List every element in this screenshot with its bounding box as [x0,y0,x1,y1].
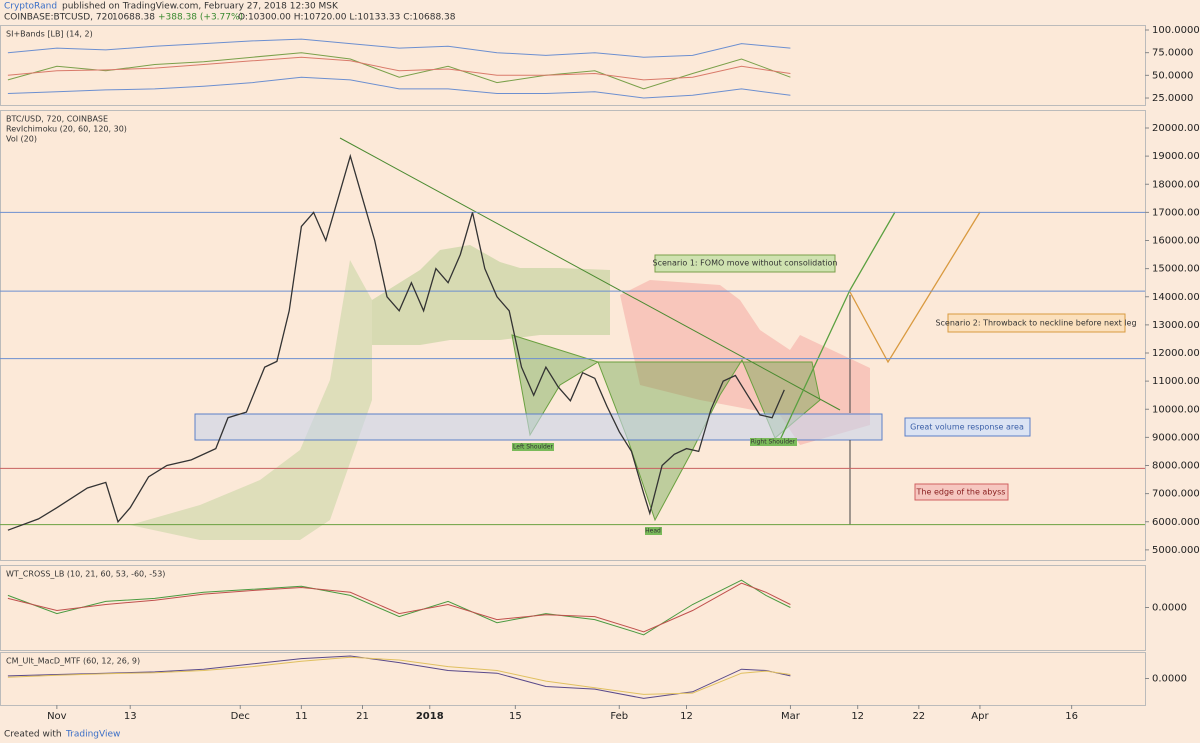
x-tick-label: Nov [47,711,67,722]
change: +388.38 (+3.77%) [158,13,243,23]
y-tick-label: 12000.000 [1152,348,1200,359]
annotation: Scenario 2: Throwback to neckline before… [935,319,1136,328]
cloud [130,260,372,540]
annotation: Right Shoulder [751,439,796,446]
y-tick-label: 0.0000 [1152,674,1187,685]
panel [0,652,1146,706]
x-tick-label: Feb [610,711,628,722]
last: 10688.38 [112,13,155,23]
series-line [7,52,791,90]
panel [0,565,1146,651]
footer-text: Created with [4,730,62,740]
author: CryptoRand [4,2,57,12]
y-tick-label: 18000.000 [1152,179,1200,190]
x-tick-label: 2018 [416,711,444,722]
y-tick-label: 13000.000 [1152,320,1200,331]
x-tick-label: Dec [231,711,250,722]
y-tick-label: 9000.000 [1152,432,1200,443]
note-box [947,313,1126,333]
annotation: Scenario 1: FOMO move without consolidat… [653,259,838,268]
decor [130,137,1126,540]
note-box [645,527,662,535]
x-tick-label: 12 [680,711,693,722]
series-line [7,582,791,633]
y-tick-label: 8000.000 [1152,461,1200,472]
series-line [7,56,791,81]
y-tick-label: 25.0000 [1152,93,1193,104]
series-line [7,655,791,699]
scenario2-arrow [849,211,981,364]
volume-zone [194,413,883,441]
note-box [750,438,797,446]
trendline [339,137,841,411]
y-tick-label: 14000.000 [1152,292,1200,303]
cloud [372,245,610,345]
y-tick-label: 16000.000 [1152,236,1200,247]
y-tick-label: 15000.000 [1152,264,1200,275]
scenario1-arrow [779,211,896,441]
y-tick-label: 17000.000 [1152,207,1200,218]
panel [0,25,1146,106]
x-tick-label: 15 [509,711,522,722]
y-tick-label: 5000.000 [1152,545,1200,556]
y-tick-label: 100.0000 [1152,25,1200,36]
y-tick-label: 20000.000 [1152,123,1200,134]
x-tick-label: 12 [851,711,864,722]
legend-entry: CM_Ult_MacD_MTF (60, 12, 26, 9) [6,657,140,666]
x-tick-label: 21 [356,711,369,722]
x-tick-label: Apr [971,711,989,722]
annotation: Head [645,528,661,535]
note-box [512,443,554,451]
x-tick-label: 13 [124,711,137,722]
symbol: COINBASE:BTCUSD, 720 [4,13,113,23]
ohlc: O:10300.00 H:10720.00 L:10133.33 C:10688… [238,13,456,23]
x-tick-label: 11 [295,711,308,722]
y-tick-label: 10000.000 [1152,404,1200,415]
legend-entry: WT_CROSS_LB (10, 21, 60, 53, -60, -53) [6,570,165,579]
annotation: Great volume response area [910,423,1024,432]
price-line [7,153,785,531]
legend-entry: BTC/USD, 720, COINBASE [6,115,108,124]
x-tick-label: 22 [912,711,925,722]
y-tick-label: 6000.000 [1152,517,1200,528]
y-tick-label: 0.0000 [1152,603,1187,614]
legend-entry: RevIchimoku (20, 60, 120, 30) [6,125,127,134]
x-tick-label: 16 [1065,711,1078,722]
x-tick-label: Mar [781,711,801,722]
legend-entry: SI+Bands [LB] (14, 2) [6,30,93,39]
y-tick-label: 11000.000 [1152,376,1200,387]
y-tick-label: 19000.000 [1152,151,1200,162]
series-line [7,656,791,695]
panels [0,25,1146,706]
y-tick-label: 50.0000 [1152,70,1193,81]
note-box [654,254,836,273]
annotation: The edge of the abyss [916,488,1006,497]
note-box [904,417,1031,437]
footer-brand[interactable]: TradingView [65,730,120,740]
legend-entry: Vol (20) [6,135,37,144]
y-tick-label: 7000.000 [1152,489,1200,500]
series-line [7,76,791,99]
note-box [914,483,1009,501]
published: published on TradingView.com, February 2… [62,2,339,12]
y-tick-label: 75.0000 [1152,48,1193,59]
annotation: Left Shoulder [513,444,553,451]
series-line [7,38,791,58]
